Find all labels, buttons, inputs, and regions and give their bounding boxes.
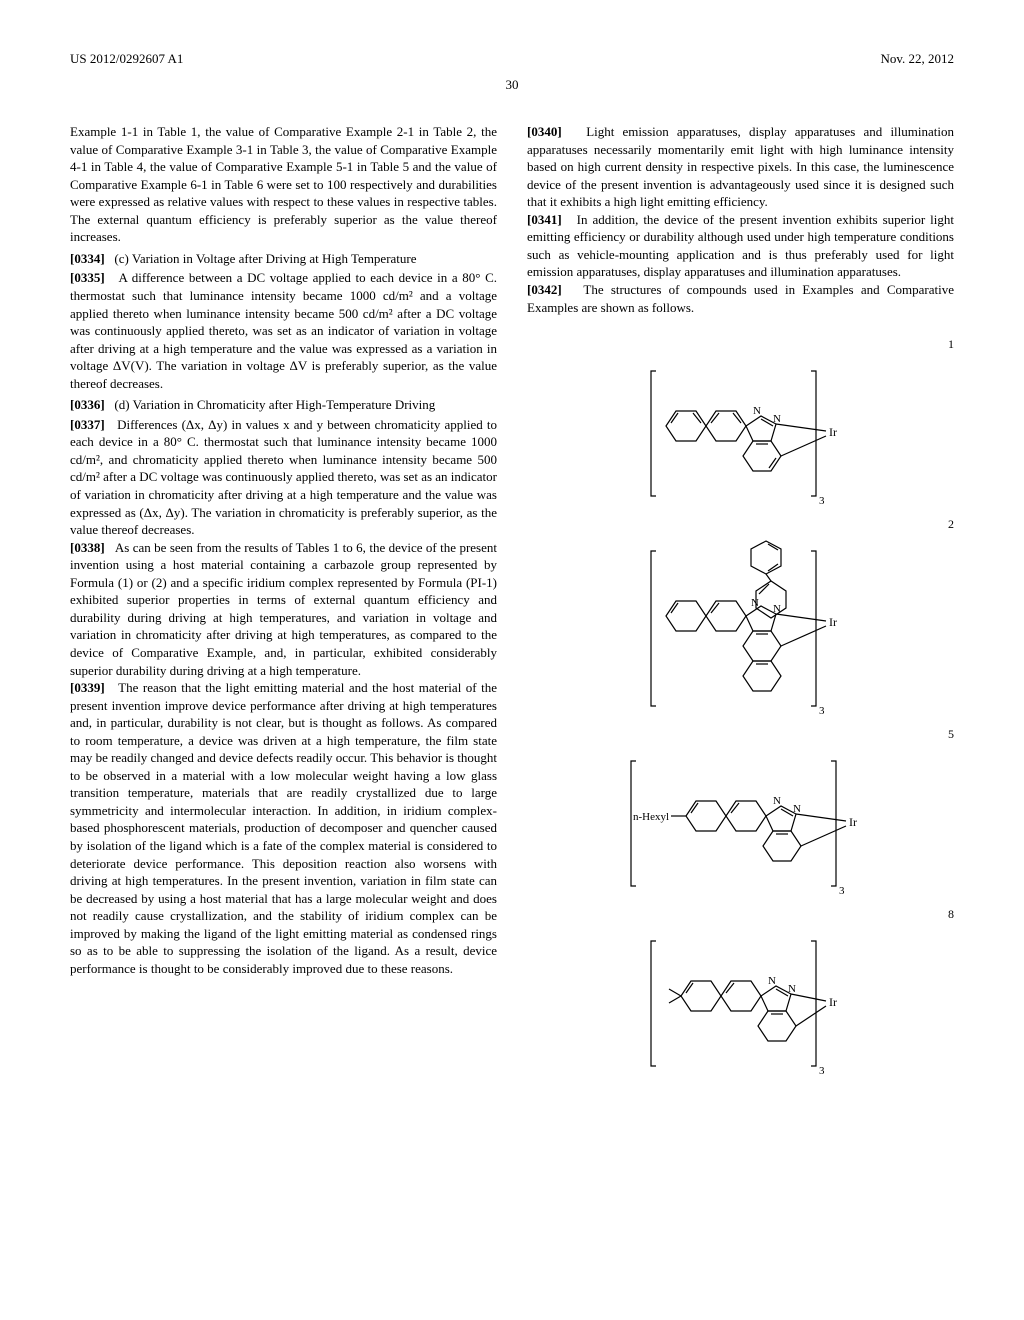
- para-text-0340: Light emission apparatuses, display appa…: [527, 124, 954, 209]
- paragraph-0339: [0339] The reason that the light emittin…: [70, 679, 497, 977]
- content-columns: Example 1-1 in Table 1, the value of Com…: [70, 123, 954, 1086]
- structure-1: 1: [527, 336, 954, 506]
- svg-text:3: 3: [819, 495, 825, 506]
- svg-text:N: N: [753, 405, 761, 417]
- left-column: Example 1-1 in Table 1, the value of Com…: [70, 123, 497, 1086]
- svg-text:Ir: Ir: [829, 995, 837, 1009]
- page-number: 30: [70, 76, 954, 94]
- svg-text:N: N: [773, 413, 781, 425]
- para-text-0342: The structures of compounds used in Exam…: [527, 282, 954, 315]
- svg-text:N: N: [793, 803, 801, 815]
- para-num-0341: [0341]: [527, 212, 562, 227]
- page-header: US 2012/0292607 A1 Nov. 22, 2012: [70, 50, 954, 68]
- para-text-0337: Differences (Δx, Δy) in values x and y b…: [70, 417, 497, 537]
- chemical-structures: 1: [527, 336, 954, 1076]
- paragraph-0334: [0334] (c) Variation in Voltage after Dr…: [70, 250, 497, 268]
- para-num-0336: [0336]: [70, 397, 105, 412]
- svg-text:3: 3: [839, 885, 845, 896]
- svg-text:Ir: Ir: [829, 615, 837, 629]
- continuation-text: Example 1-1 in Table 1, the value of Com…: [70, 123, 497, 246]
- compound-5-diagram: N N Ir 3 n-Hexyl: [591, 726, 891, 896]
- structure-1-label: 1: [948, 336, 954, 352]
- structure-2-label: 2: [948, 516, 954, 532]
- para-text-0339: The reason that the light emitting mater…: [70, 680, 497, 976]
- structure-8: 8: [527, 906, 954, 1076]
- paragraph-0335: [0335] A difference between a DC voltage…: [70, 269, 497, 392]
- para-text-0341: In addition, the device of the present i…: [527, 212, 954, 280]
- document-date: Nov. 22, 2012: [880, 50, 954, 68]
- para-text-0336: (d) Variation in Chromaticity after High…: [114, 397, 435, 412]
- svg-text:Ir: Ir: [829, 425, 837, 439]
- para-num-0335: [0335]: [70, 270, 105, 285]
- hexyl-label: n-Hexyl: [633, 811, 669, 823]
- svg-text:3: 3: [819, 1065, 825, 1076]
- svg-text:N: N: [773, 795, 781, 807]
- document-id: US 2012/0292607 A1: [70, 50, 183, 68]
- paragraph-0337: [0337] Differences (Δx, Δy) in values x …: [70, 416, 497, 539]
- para-text-0335: A difference between a DC voltage applie…: [70, 270, 497, 390]
- para-num-0337: [0337]: [70, 417, 105, 432]
- para-text-0338: As can be seen from the results of Table…: [70, 540, 497, 678]
- svg-text:N: N: [773, 603, 781, 615]
- svg-text:3: 3: [819, 705, 825, 716]
- paragraph-0342: [0342] The structures of compounds used …: [527, 281, 954, 316]
- paragraph-0336: [0336] (d) Variation in Chromaticity aft…: [70, 396, 497, 414]
- structure-5-label: 5: [948, 726, 954, 742]
- paragraph-0338: [0338] As can be seen from the results o…: [70, 539, 497, 679]
- svg-text:N: N: [788, 983, 796, 995]
- svg-text:N: N: [751, 597, 759, 609]
- compound-1-diagram: N N Ir 3: [611, 336, 871, 506]
- right-column: [0340] Light emission apparatuses, displ…: [527, 123, 954, 1086]
- para-num-0342: [0342]: [527, 282, 562, 297]
- para-num-0340: [0340]: [527, 124, 562, 139]
- para-text-0334: (c) Variation in Voltage after Driving a…: [114, 251, 416, 266]
- paragraph-0341: [0341] In addition, the device of the pr…: [527, 211, 954, 281]
- para-num-0338: [0338]: [70, 540, 105, 555]
- compound-2-diagram: N N Ir 3: [611, 516, 871, 716]
- svg-text:N: N: [768, 975, 776, 987]
- compound-8-diagram: N N Ir 3: [611, 906, 871, 1076]
- svg-text:Ir: Ir: [849, 815, 857, 829]
- structure-2: 2: [527, 516, 954, 716]
- para-num-0339: [0339]: [70, 680, 105, 695]
- paragraph-0340: [0340] Light emission apparatuses, displ…: [527, 123, 954, 211]
- para-num-0334: [0334]: [70, 251, 105, 266]
- structure-8-label: 8: [948, 906, 954, 922]
- structure-5: 5: [527, 726, 954, 896]
